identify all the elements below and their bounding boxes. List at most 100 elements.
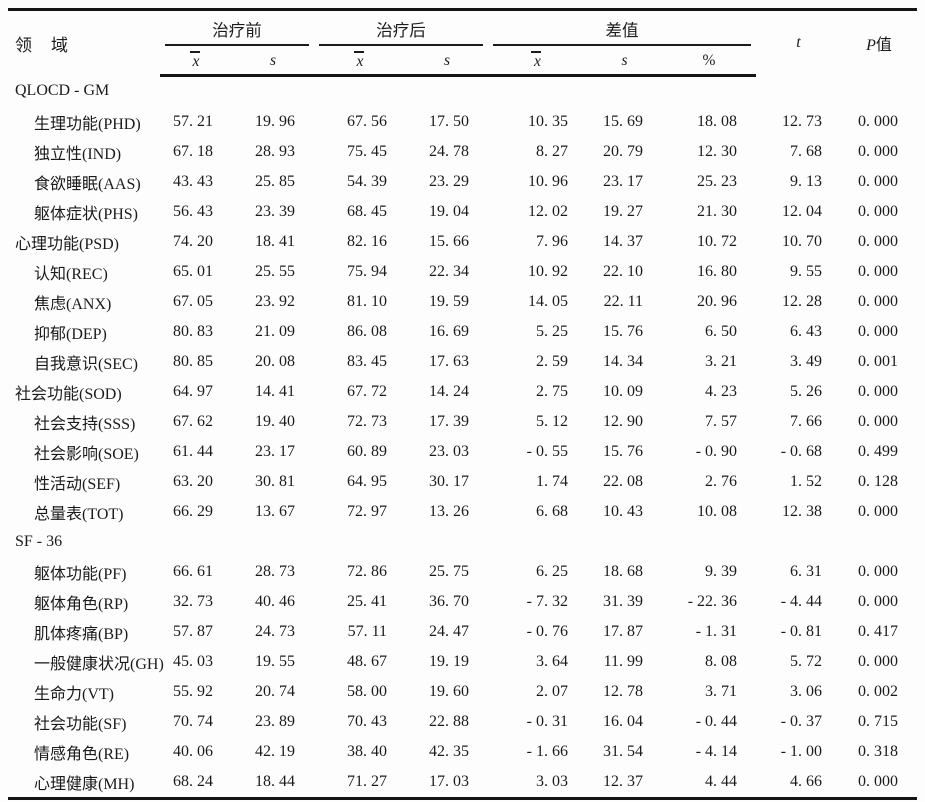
- cell-value: 86. 08: [347, 323, 387, 340]
- cell-value: 3. 71: [705, 683, 738, 700]
- cell-value: 70. 43: [347, 713, 387, 730]
- cell-value: 1. 52: [790, 473, 823, 490]
- column-header-t: t: [796, 34, 801, 52]
- table-body: QLOCD - GM 生理功能(PHD) 57. 21 19. 96 67. 56 17.…: [8, 76, 917, 799]
- cell-value: 20. 79: [603, 143, 643, 160]
- cell-value: 0. 417: [858, 623, 899, 640]
- table-row: 生命力(VT) 55. 92 20. 74 58. 00 19. 60 2. 07 12. …: [8, 677, 917, 707]
- row-label: 心理健康(MH): [34, 776, 135, 793]
- cell-value: 0. 128: [858, 473, 899, 490]
- cell-value: 22. 08: [603, 473, 643, 490]
- cell-value: 7. 68: [790, 143, 823, 160]
- cell-value: 31. 54: [603, 743, 643, 760]
- cell-value: 15. 69: [603, 113, 643, 130]
- cell-value: 30. 17: [429, 473, 469, 490]
- table-row: 抑郁(DEP) 80. 83 21. 09 86. 08 16. 69 5. 25 15. …: [8, 317, 917, 347]
- cell-value: 6. 68: [536, 503, 568, 520]
- cell-value: 0. 002: [858, 683, 899, 700]
- cell-value: 7. 96: [536, 233, 568, 250]
- cell-value: 30. 81: [255, 473, 295, 490]
- cell-value: 12. 78: [603, 683, 643, 700]
- cell-value: 16. 80: [697, 263, 738, 280]
- cell-value: 14. 24: [429, 383, 469, 400]
- row-label: 焦虑(ANX): [34, 296, 112, 313]
- subheader-post-sd: s: [406, 46, 488, 77]
- subheader-diff-percent: %: [662, 46, 757, 77]
- table-row: 社会支持(SSS) 67. 62 19. 40 72. 73 17. 39 5. 12 12…: [8, 407, 917, 437]
- cell-value: 0. 000: [858, 383, 899, 400]
- cell-value: 42. 19: [255, 743, 295, 760]
- cell-value: 12. 90: [603, 413, 643, 430]
- group-label-post-treatment: 治疗后: [319, 13, 483, 46]
- cell-value: 0. 000: [858, 143, 899, 160]
- cell-value: 10. 09: [603, 383, 643, 400]
- cell-value: 31. 39: [603, 593, 643, 610]
- cell-value: 56. 43: [173, 203, 213, 220]
- cell-value: 19. 40: [255, 413, 295, 430]
- cell-value: - 1. 31: [695, 623, 738, 640]
- cell-value: 7. 57: [705, 413, 738, 430]
- section-label: SF - 36: [15, 533, 63, 550]
- cell-value: 25. 55: [255, 263, 295, 280]
- cell-value: 70. 74: [173, 713, 213, 730]
- cell-value: 0. 000: [858, 413, 899, 430]
- cell-value: 61. 44: [173, 443, 213, 460]
- results-table: 领 域 治疗前 治疗后 差值 t P值 x s x s x s: [8, 8, 918, 800]
- cell-value: 20. 96: [697, 293, 738, 310]
- cell-value: 2. 75: [536, 383, 568, 400]
- column-group-difference: 差值: [488, 10, 756, 46]
- cell-value: 0. 001: [858, 353, 899, 370]
- group-label-pre-treatment: 治疗前: [165, 13, 309, 46]
- cell-value: 66. 61: [173, 563, 213, 580]
- cell-value: 19. 60: [429, 683, 469, 700]
- table-row: 心理功能(PSD) 74. 20 18. 41 82. 16 15. 66 7. 96 14…: [8, 227, 917, 257]
- cell-value: 22. 88: [429, 713, 469, 730]
- cell-value: 58. 00: [347, 683, 387, 700]
- cell-value: 0. 000: [858, 263, 899, 280]
- cell-value: 68. 24: [173, 773, 213, 790]
- row-label: 总量表(TOT): [34, 506, 124, 523]
- cell-value: 3. 21: [705, 353, 738, 370]
- cell-value: - 0. 44: [695, 713, 738, 730]
- table-row: 躯体角色(RP) 32. 73 40. 46 25. 41 36. 70 - 7. 32 3…: [8, 587, 917, 617]
- cell-value: 0. 000: [858, 593, 899, 610]
- row-label: 生命力(VT): [34, 686, 114, 703]
- cell-value: - 0. 55: [526, 443, 568, 460]
- cell-value: 12. 04: [782, 203, 823, 220]
- row-label: 情感角色(RE): [34, 746, 130, 763]
- cell-value: 17. 87: [603, 623, 643, 640]
- subheader-diff-sd: s: [587, 46, 662, 77]
- cell-value: 40. 06: [173, 743, 213, 760]
- row-label: 社会影响(SOE): [34, 446, 139, 463]
- cell-value: 5. 72: [790, 653, 823, 670]
- cell-value: - 0. 76: [526, 623, 568, 640]
- subheader-pre-mean: x: [160, 46, 232, 77]
- table-row: 一般健康状况(GH) 45. 03 19. 55 48. 67 19. 19 3. 64 1…: [8, 647, 917, 677]
- cell-value: 12. 30: [697, 143, 738, 160]
- cell-value: 57. 11: [347, 623, 387, 640]
- cell-value: 54. 39: [347, 173, 387, 190]
- cell-value: 66. 29: [173, 503, 213, 520]
- cell-value: 21. 30: [697, 203, 738, 220]
- cell-value: 18. 68: [603, 563, 643, 580]
- cell-value: 72. 86: [347, 563, 387, 580]
- cell-value: 64. 95: [347, 473, 387, 490]
- cell-value: 48. 67: [347, 653, 387, 670]
- table-row: 社会功能(SOD) 64. 97 14. 41 67. 72 14. 24 2. 75 10…: [8, 377, 917, 407]
- cell-value: 81. 10: [347, 293, 387, 310]
- cell-value: 19. 19: [429, 653, 469, 670]
- table-row: 社会影响(SOE) 61. 44 23. 17 60. 89 23. 03 - 0. 55…: [8, 437, 917, 467]
- cell-value: 80. 85: [173, 353, 213, 370]
- row-label: 认知(REC): [34, 266, 108, 283]
- table-row: 自我意识(SEC) 80. 85 20. 08 83. 45 17. 63 2. 59 14…: [8, 347, 917, 377]
- cell-value: 57. 21: [173, 113, 213, 130]
- row-label: 独立性(IND): [34, 146, 122, 163]
- row-label: 心理功能(PSD): [15, 236, 120, 253]
- cell-value: 43. 43: [173, 173, 213, 190]
- cell-value: 0. 715: [858, 713, 899, 730]
- cell-value: 0. 000: [858, 173, 899, 190]
- cell-value: 21. 09: [255, 323, 295, 340]
- table-row: 躯体功能(PF) 66. 61 28. 73 72. 86 25. 75 6. 25 18.…: [8, 557, 917, 587]
- table-row: 心理健康(MH) 68. 24 18. 44 71. 27 17. 03 3. 03 12.…: [8, 767, 917, 799]
- cell-value: 8. 27: [536, 143, 568, 160]
